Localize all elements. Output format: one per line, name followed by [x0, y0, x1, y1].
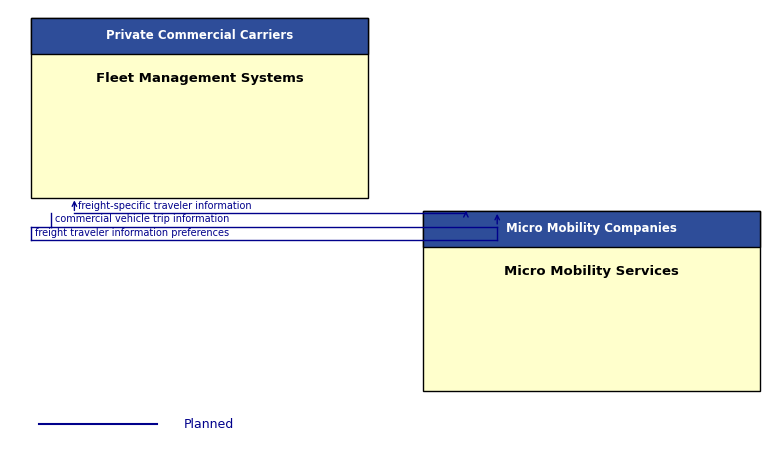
Bar: [31, 18, 368, 198]
Text: commercial vehicle trip information: commercial vehicle trip information: [55, 215, 229, 224]
Text: Micro Mobility Companies: Micro Mobility Companies: [506, 223, 677, 235]
Text: freight traveler information preferences: freight traveler information preferences: [35, 228, 229, 238]
Bar: [423, 211, 760, 391]
Bar: [31, 18, 368, 54]
Text: Private Commercial Carriers: Private Commercial Carriers: [106, 30, 294, 42]
Text: Planned: Planned: [184, 418, 234, 431]
Text: Fleet Management Systems: Fleet Management Systems: [96, 72, 304, 85]
Text: freight-specific traveler information: freight-specific traveler information: [78, 201, 252, 211]
Bar: [423, 211, 760, 247]
Text: Micro Mobility Services: Micro Mobility Services: [503, 265, 679, 278]
